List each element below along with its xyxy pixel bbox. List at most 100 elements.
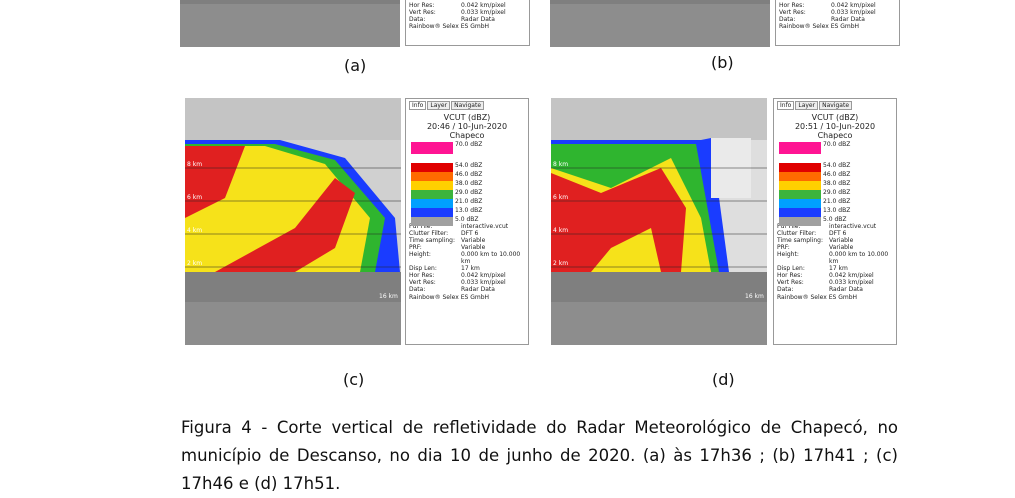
info-value: 0.042 km/pixel <box>461 272 506 279</box>
scale-label: 21.0 dBZ <box>823 198 851 205</box>
info-key: Hor Res: <box>409 272 435 279</box>
scale-label: 46.0 dBZ <box>823 171 851 178</box>
info-value: 0.033 km/pixel <box>831 9 876 16</box>
info-key: Pdf File: <box>777 223 801 230</box>
height-label: 4 km <box>553 227 568 234</box>
radar-image <box>550 0 770 47</box>
info-row: Time sampling: Variable <box>409 237 525 244</box>
scale-swatch <box>779 172 821 181</box>
scale-swatch <box>779 142 821 154</box>
figure-caption: Figura 4 - Corte vertical de refletivida… <box>181 418 898 493</box>
scale-label: 29.0 dBZ <box>823 189 851 196</box>
info-key: Data: <box>409 16 426 23</box>
info-row: Vert Res: 0.033 km/pixel <box>409 279 525 286</box>
tab: Info <box>409 101 427 110</box>
info-panel: Info Layer Navigate VCUT (dBZ) 20:46 / 10-Ju… <box>405 98 529 345</box>
scale-label: 54.0 dBZ <box>455 162 483 169</box>
info-panel: Info Layer Navigate VCUT (dBZ) 20:51 / 10-Ju… <box>773 98 897 345</box>
scale-label: 5.0 dBZ <box>455 216 479 223</box>
tabs: Info Layer Navigate <box>409 101 525 110</box>
height-label: 8 km <box>187 161 202 168</box>
info-row: PRF: Variable <box>777 244 893 251</box>
ground <box>551 272 767 302</box>
range-label: 16 km <box>379 293 398 300</box>
info-value: DFT 6 <box>461 230 479 237</box>
info-key: Vert Res: <box>779 9 806 16</box>
scale-swatch <box>411 172 453 181</box>
tabs: Info Layer Navigate <box>777 101 893 110</box>
info-value: 0.042 km/pixel <box>829 272 874 279</box>
color-scale: 70.0 dBZ 54.0 dBZ 46.0 dBZ 38.0 dBZ 29.0 dBZ… <box>409 141 525 226</box>
info-value: Radar Data <box>461 286 495 293</box>
info-row: Height: 0.000 km to 10.000 km <box>777 251 893 265</box>
info-footer: Rainbow® Selex ES GmbH <box>777 294 858 301</box>
scale-swatch <box>411 181 453 190</box>
scale-swatch <box>411 199 453 208</box>
info-value: 0.033 km/pixel <box>829 279 874 286</box>
info-value: Variable <box>461 244 486 251</box>
echo-red <box>185 146 245 218</box>
panel-label: (c) <box>343 370 365 389</box>
scale-label: 13.0 dBZ <box>823 207 851 214</box>
radar-image <box>180 0 400 47</box>
info-row: Vert Res: 0.033 km/pixel <box>779 9 896 16</box>
info-value: interactive.vcut <box>461 223 509 230</box>
height-label: 8 km <box>553 161 568 168</box>
info-footer: Rainbow® Selex ES GmbH <box>779 23 860 30</box>
info-key: Data: <box>777 286 794 293</box>
panel-title: VCUT (dBZ) <box>443 113 491 122</box>
panel-site: Chapeco <box>449 131 485 140</box>
scale-label: 13.0 dBZ <box>455 207 483 214</box>
panel-label: (a) <box>344 56 367 75</box>
info-row: Pdf File: interactive.vcut <box>777 223 893 230</box>
info-key: Data: <box>779 16 796 23</box>
scale-swatch <box>411 208 453 217</box>
info-row: Clutter Filter: DFT 6 <box>409 230 525 237</box>
info-row: PRF: Variable <box>409 244 525 251</box>
scale-label: 70.0 dBZ <box>455 141 483 148</box>
ground <box>550 0 770 4</box>
info-value: Radar Data <box>831 16 865 23</box>
info-row: Height: 0.000 km to 10.000 km <box>409 251 525 265</box>
info-value: Radar Data <box>829 286 863 293</box>
upper-area <box>185 98 401 140</box>
range-label: 16 km <box>745 293 764 300</box>
info-value: Variable <box>829 244 854 251</box>
info-panel: Hor Res: 0.042 km/pixel Vert Res: 0.033 km/… <box>775 0 900 46</box>
info-key: PRF: <box>409 244 422 251</box>
tab: Layer <box>427 101 451 110</box>
height-label: 6 km <box>187 194 202 201</box>
scale-swatch <box>779 217 821 226</box>
height-label: 4 km <box>187 227 202 234</box>
info-row: Hor Res: 0.042 km/pixel <box>409 2 526 9</box>
info-key: PRF: <box>777 244 790 251</box>
info-key: Height: <box>409 251 431 258</box>
info-key: Vert Res: <box>777 279 804 286</box>
height-label: 2 km <box>187 260 202 267</box>
background <box>550 0 770 47</box>
info-key: Height: <box>777 251 799 258</box>
color-scale: 70.0 dBZ 54.0 dBZ 46.0 dBZ 38.0 dBZ 29.0 dBZ… <box>777 141 893 226</box>
scale-swatch <box>411 217 453 226</box>
radar-image: 8 km 6 km 4 km 2 km 16 km <box>551 98 767 345</box>
scale-swatch <box>779 199 821 208</box>
panel-title: VCUT (dBZ) <box>811 113 859 122</box>
info-key: Time sampling: <box>409 237 456 244</box>
scale-label: 70.0 dBZ <box>823 141 851 148</box>
ground <box>180 0 400 4</box>
info-value: 0.033 km/pixel <box>461 9 506 16</box>
info-row: Hor Res: 0.042 km/pixel <box>409 272 525 279</box>
tab: Navigate <box>451 101 485 110</box>
info-key: Clutter Filter: <box>409 230 449 237</box>
info-row: Data: Radar Data <box>409 16 526 23</box>
info-row: Vert Res: 0.033 km/pixel <box>777 279 893 286</box>
info-footer: Rainbow® Selex ES GmbH <box>409 23 490 30</box>
info-key: Hor Res: <box>777 272 803 279</box>
info-value: 0.042 km/pixel <box>831 2 876 9</box>
upper-area <box>551 98 767 140</box>
height-label: 6 km <box>553 194 568 201</box>
info-value: 0.042 km/pixel <box>461 2 506 9</box>
info-key: Data: <box>409 286 426 293</box>
tab: Layer <box>795 101 819 110</box>
